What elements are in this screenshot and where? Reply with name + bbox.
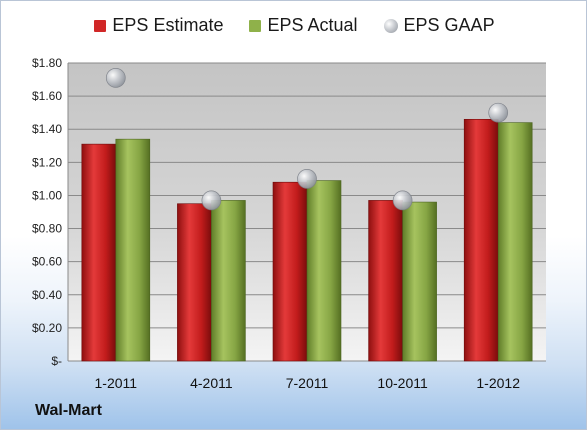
legend-swatch-eps-gaap (383, 18, 398, 33)
legend-item-eps-gaap: EPS GAAP (383, 15, 495, 36)
y-tick-label: $1.00 (32, 188, 62, 202)
y-tick-label: $0.60 (32, 255, 62, 269)
bar-eps-actual (306, 180, 342, 362)
bar-eps-estimate (177, 203, 212, 362)
legend-swatch-eps-actual (249, 19, 262, 32)
bar-eps-actual (497, 122, 533, 362)
bar-eps-actual (115, 138, 151, 362)
bar-eps-estimate (368, 200, 403, 362)
point-eps-gaap (392, 190, 413, 211)
legend-label-eps-actual: EPS Actual (267, 15, 358, 35)
point-eps-gaap (105, 68, 126, 88)
y-tick-label: $1.80 (32, 56, 62, 70)
company-label: Wal-Mart (35, 402, 102, 419)
x-tick-label: 4-2011 (190, 375, 233, 391)
legend-item-eps-actual: EPS Actual (249, 15, 358, 36)
y-tick-label: $- (51, 354, 62, 368)
bar-eps-estimate (463, 118, 499, 362)
point-eps-gaap (201, 190, 222, 211)
bar-eps-estimate (81, 143, 117, 362)
point-eps-gaap (488, 102, 509, 123)
x-tick-label: 1-2012 (476, 375, 520, 391)
legend-label-eps-estimate: EPS Estimate (112, 15, 224, 35)
x-tick-label: 1-2011 (95, 375, 138, 391)
legend: EPS Estimate EPS Actual EPS GAAP (1, 15, 586, 36)
y-tick-label: $1.40 (32, 122, 62, 136)
y-tick-label: $0.20 (32, 321, 62, 335)
y-tick-label: $1.60 (32, 89, 62, 103)
y-tick-label: $0.40 (32, 288, 62, 302)
legend-label-eps-gaap: EPS GAAP (403, 15, 495, 35)
legend-swatch-eps-estimate (94, 19, 107, 32)
bar-eps-actual (402, 201, 437, 362)
x-tick-label: 10-2011 (377, 375, 428, 391)
y-tick-label: $1.20 (32, 155, 62, 169)
x-tick-label: 7-2011 (286, 375, 329, 391)
legend-item-eps-estimate: EPS Estimate (94, 15, 223, 36)
bar-eps-estimate (272, 181, 308, 362)
bar-eps-actual (211, 200, 246, 362)
y-tick-label: $0.80 (32, 222, 62, 236)
point-eps-gaap (297, 169, 317, 189)
